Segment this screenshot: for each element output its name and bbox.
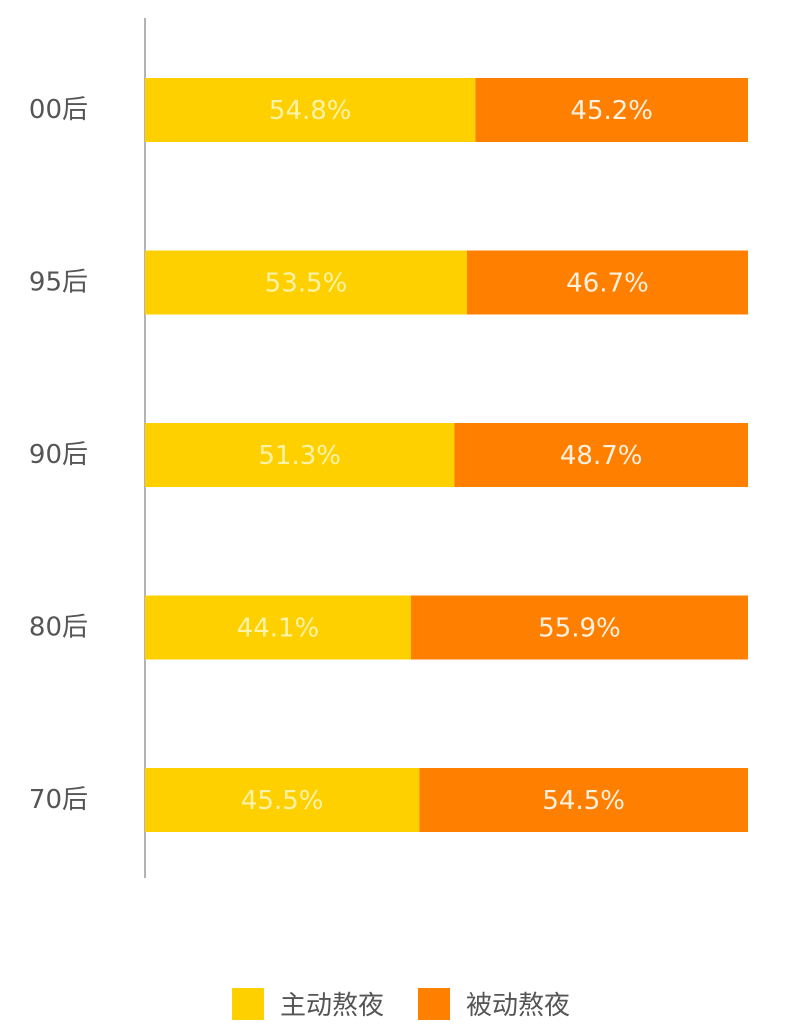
data-label-series-1: 45.5%	[241, 786, 324, 816]
chart-plot: 00后 54.8% 45.2% 95后 53.5% 46.7% 90后 51.3% 48.7% 8…	[29, 18, 748, 878]
data-label-series-2: 45.2%	[570, 96, 653, 126]
legend-swatch-series-1	[231, 987, 264, 1020]
legend-label-series-2: 被动熬夜	[466, 991, 571, 1021]
bar-segment-series-1	[145, 768, 420, 832]
legend-item-series-1: 主动熬夜	[231, 985, 384, 1022]
data-label-series-1: 44.1%	[237, 614, 320, 644]
data-label-series-1: 51.3%	[258, 441, 341, 471]
category-label: 80后	[29, 613, 88, 643]
legend: 主动熬夜 被动熬夜	[0, 985, 802, 1022]
legend-item-series-2: 被动熬夜	[418, 985, 570, 1022]
bar-segment-series-1	[145, 250, 467, 315]
legend-label-series-1: 主动熬夜	[279, 991, 384, 1021]
bar-segment-series-1	[145, 595, 411, 660]
legend-swatch-series-2	[418, 987, 450, 1020]
bar-segment-series-2	[475, 78, 748, 142]
category-label: 70后	[29, 785, 88, 815]
category-label: 90后	[29, 440, 88, 470]
data-label-series-2: 54.5%	[542, 786, 625, 816]
category-label: 95后	[29, 268, 88, 298]
bar-segment-series-2	[466, 250, 748, 315]
bar-segment-series-2	[419, 768, 748, 832]
data-label-series-1: 54.8%	[269, 96, 352, 126]
bar-segment-series-1	[145, 78, 476, 142]
bar-segment-series-2	[454, 423, 748, 487]
data-label-series-2: 46.7%	[566, 269, 649, 299]
bar-segment-series-1	[145, 423, 455, 487]
data-label-series-2: 48.7%	[560, 441, 643, 471]
data-label-series-2: 55.9%	[538, 614, 621, 644]
data-label-series-1: 53.5%	[265, 269, 348, 299]
category-label: 00后	[29, 95, 88, 125]
bar-segment-series-2	[410, 595, 748, 660]
